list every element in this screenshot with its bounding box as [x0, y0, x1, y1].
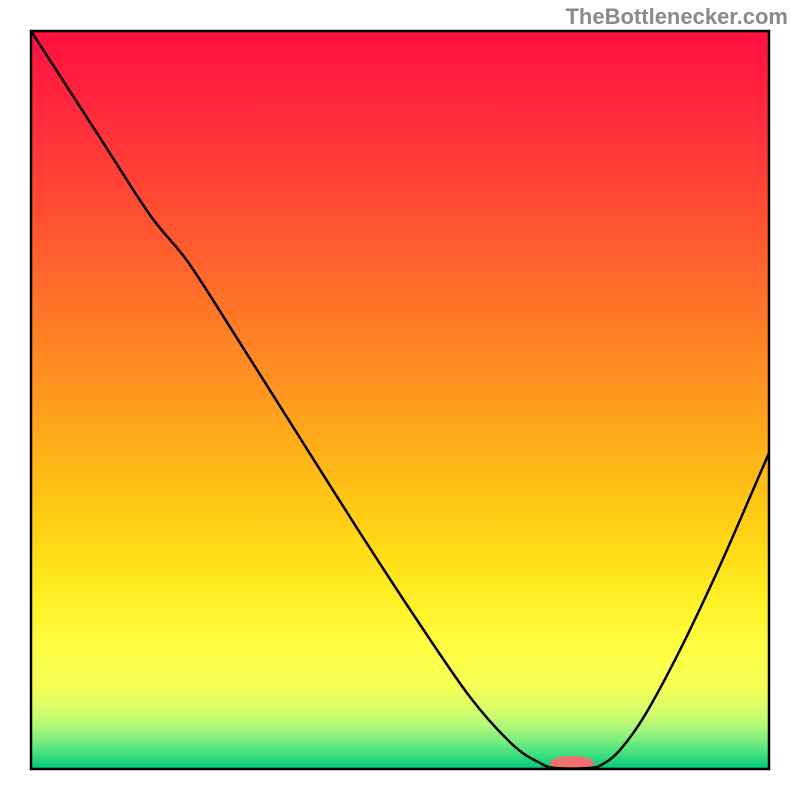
watermark-text: TheBottlenecker.com [565, 4, 788, 30]
bottleneck-chart [0, 0, 800, 800]
chart-container: TheBottlenecker.com [0, 0, 800, 800]
plot-background-gradient [31, 31, 769, 769]
